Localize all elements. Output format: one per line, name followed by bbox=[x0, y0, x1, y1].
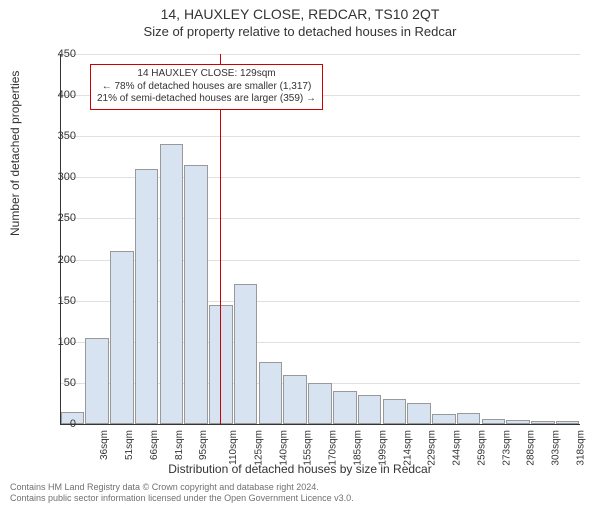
x-tick-label: 199sqm bbox=[377, 430, 388, 466]
page-subtitle: Size of property relative to detached ho… bbox=[0, 24, 600, 39]
annotation-line: 21% of semi-detached houses are larger (… bbox=[97, 93, 316, 106]
x-tick-label: 185sqm bbox=[353, 430, 364, 466]
histogram-bar bbox=[482, 419, 506, 424]
y-tick-label: 0 bbox=[46, 418, 76, 430]
y-tick-label: 100 bbox=[46, 336, 76, 348]
histogram-bar bbox=[506, 420, 530, 424]
histogram-bar bbox=[308, 383, 332, 424]
histogram-bar bbox=[259, 362, 283, 424]
footer-line-1: Contains HM Land Registry data © Crown c… bbox=[10, 482, 590, 493]
x-tick-label: 36sqm bbox=[99, 430, 110, 460]
histogram-bar bbox=[432, 414, 456, 424]
histogram-bar bbox=[407, 403, 431, 424]
histogram-bar bbox=[531, 421, 555, 424]
y-tick-label: 200 bbox=[46, 254, 76, 266]
x-tick-label: 140sqm bbox=[278, 430, 289, 466]
annotation-line: ← 78% of detached houses are smaller (1,… bbox=[97, 81, 316, 94]
x-tick-label: 273sqm bbox=[501, 430, 512, 466]
footer-line-2: Contains public sector information licen… bbox=[10, 493, 590, 504]
y-tick-label: 450 bbox=[46, 48, 76, 60]
histogram-bar bbox=[135, 169, 159, 424]
histogram-bar bbox=[556, 421, 580, 424]
x-tick-label: 125sqm bbox=[254, 430, 265, 466]
y-axis-label: Number of detached properties bbox=[8, 71, 22, 236]
histogram-bar bbox=[457, 413, 481, 425]
y-tick-label: 400 bbox=[46, 89, 76, 101]
x-tick-label: 170sqm bbox=[328, 430, 339, 466]
histogram-bar bbox=[383, 399, 407, 424]
x-axis-line bbox=[60, 424, 580, 425]
x-tick-label: 214sqm bbox=[402, 430, 413, 466]
x-tick-label: 110sqm bbox=[228, 430, 239, 465]
histogram-bar bbox=[234, 284, 258, 424]
x-tick-label: 155sqm bbox=[303, 430, 314, 466]
annotation-line: 14 HAUXLEY CLOSE: 129sqm bbox=[97, 68, 316, 81]
x-tick-label: 229sqm bbox=[427, 430, 438, 466]
histogram-bar bbox=[85, 338, 109, 424]
y-tick-label: 250 bbox=[46, 212, 76, 224]
histogram-bar bbox=[209, 305, 233, 424]
x-tick-label: 81sqm bbox=[174, 430, 185, 460]
annotation-box: 14 HAUXLEY CLOSE: 129sqm← 78% of detache… bbox=[90, 64, 323, 110]
x-tick-label: 66sqm bbox=[149, 430, 160, 460]
chart-area: 14 HAUXLEY CLOSE: 129sqm← 78% of detache… bbox=[60, 54, 580, 424]
x-tick-label: 95sqm bbox=[198, 430, 209, 460]
page-title-address: 14, HAUXLEY CLOSE, REDCAR, TS10 2QT bbox=[0, 6, 600, 22]
histogram-bar bbox=[358, 395, 382, 424]
x-tick-label: 51sqm bbox=[124, 430, 135, 460]
histogram-bar bbox=[110, 251, 134, 424]
gridline bbox=[60, 54, 580, 55]
histogram-bar bbox=[283, 375, 307, 424]
histogram-bar bbox=[160, 144, 184, 424]
x-tick-label: 244sqm bbox=[452, 430, 463, 466]
y-tick-label: 150 bbox=[46, 295, 76, 307]
x-tick-label: 303sqm bbox=[551, 430, 562, 466]
x-tick-label: 288sqm bbox=[526, 430, 537, 466]
y-axis-line bbox=[60, 54, 61, 424]
histogram-bar bbox=[333, 391, 357, 424]
y-tick-label: 350 bbox=[46, 130, 76, 142]
gridline bbox=[60, 136, 580, 137]
histogram-plot: 14 HAUXLEY CLOSE: 129sqm← 78% of detache… bbox=[60, 54, 580, 424]
reference-line bbox=[220, 54, 221, 424]
x-tick-label: 259sqm bbox=[476, 430, 487, 466]
y-tick-label: 300 bbox=[46, 171, 76, 183]
y-tick-label: 50 bbox=[46, 377, 76, 389]
x-tick-label: 318sqm bbox=[575, 430, 586, 466]
histogram-bar bbox=[184, 165, 208, 424]
footer-attribution: Contains HM Land Registry data © Crown c… bbox=[10, 482, 590, 504]
